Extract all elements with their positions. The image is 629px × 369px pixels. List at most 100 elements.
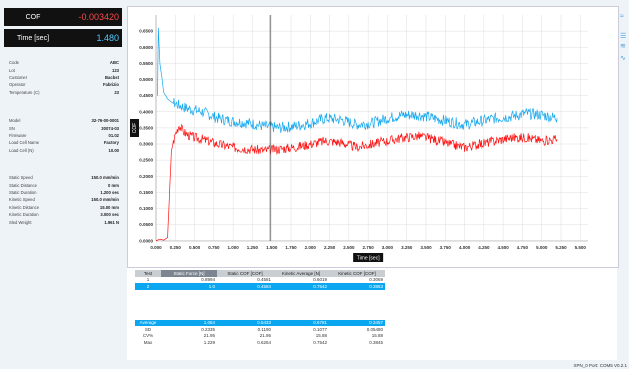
info-row: Kinetic Duration 3.000 sec	[9, 211, 119, 218]
table-spacer	[135, 290, 385, 300]
y-axis-label: COF	[132, 123, 138, 134]
table-cell: 21.95	[203, 333, 215, 339]
table-row[interactable]: 2 1.0 0.4584 0.7542 0.3853	[135, 283, 385, 290]
x-tick-label: 4.750	[517, 245, 529, 250]
y-tick-label: 0.3000	[139, 142, 153, 147]
info-row: Temperature (C) 23	[9, 89, 119, 96]
table-cell: 0.05480	[366, 326, 383, 332]
table-cell: 0.7542	[273, 283, 329, 290]
cof-readout: COF -0.003420	[4, 8, 122, 26]
table-row[interactable]: 1 0.8994 0.4581 0.6019 0.3069	[135, 277, 385, 284]
x-tick-label: 2.250	[324, 245, 336, 250]
info-value: 23	[114, 89, 119, 95]
info-key: Static Speed	[9, 175, 33, 181]
info-row: Code ABC	[9, 59, 119, 66]
x-tick-label: 4.250	[478, 245, 490, 250]
y-tick-label: 0.5000	[139, 77, 153, 82]
cof-value: -0.003420	[78, 12, 119, 22]
info-row: Static Distance 0 mm	[9, 181, 119, 188]
y-tick-label: 0.2000	[139, 174, 153, 179]
x-tick-label: 0.500	[189, 245, 201, 250]
info-key: Lot	[9, 67, 15, 73]
x-tick-label: 2.500	[343, 245, 355, 250]
x-tick-label: 3.000	[382, 245, 394, 250]
y-tick-label: 0.6500	[139, 29, 153, 34]
table-cell: 0.6264	[257, 339, 271, 345]
x-tick-label: 5.250	[555, 245, 567, 250]
header-test[interactable]: Test	[135, 270, 161, 277]
table-cell: 0.3457	[329, 319, 385, 326]
table-cell: CV%	[142, 333, 154, 339]
cof-chart[interactable]: 0.6500 0.6000 0.5500 0.5000 0.4500 0.4000 0.35…	[127, 6, 619, 268]
x-tick-label: 1.250	[247, 245, 259, 250]
table-cell: 0.1077	[313, 326, 327, 332]
save-chart-icon[interactable]: ☰	[620, 33, 627, 40]
wave-icon[interactable]: ≋	[620, 43, 626, 50]
x-tick-label: 3.250	[401, 245, 413, 250]
table-header-row: Test Static Force [N] Static COF [COF] K…	[135, 270, 385, 277]
info-key: Kinetic Speed	[9, 197, 35, 203]
test-parameters: Static Speed 150.0 mm/min Static Distance 0…	[9, 174, 119, 226]
info-key: Firmware	[9, 132, 27, 138]
table-cell: 1	[146, 277, 150, 283]
y-tick-label: 0.1500	[139, 190, 153, 195]
info-row: Static Duration 1.200 sec	[9, 189, 119, 196]
x-tick-label: 0.250	[170, 245, 182, 250]
info-value: ABC	[109, 60, 119, 66]
x-tick-label: 1.500	[266, 245, 278, 250]
table-cell: 0.4584	[217, 283, 273, 290]
table-row[interactable]: Average 1.064 0.5433 0.6781 0.3457	[135, 319, 385, 326]
info-row: Firmware 01.02	[9, 132, 119, 139]
info-key: Kinetic Duration	[9, 212, 39, 218]
info-value: 32-76-00-0001	[91, 118, 119, 124]
info-value: 1.961 N	[104, 219, 119, 225]
info-key: Kinetic Distance	[9, 204, 40, 210]
series-1-line	[155, 123, 558, 242]
table-cell: 0.7542	[313, 339, 327, 345]
info-row: Operator Fabrizio	[9, 81, 119, 88]
table-cell: Max	[143, 339, 153, 345]
info-row: SN 30074-03	[9, 124, 119, 131]
cof-label: COF	[25, 13, 41, 21]
table-cell: 0.4581	[257, 277, 271, 283]
x-tick-label: 3.750	[440, 245, 452, 250]
info-key: SN	[9, 125, 15, 131]
info-row: Lot 123	[9, 66, 119, 73]
table-cell: 0.5433	[217, 319, 273, 326]
status-bar: XPN_0 Port: COM5 V0.2.1	[573, 363, 627, 368]
table-cell: 0.3069	[369, 277, 383, 283]
header-static-cof[interactable]: Static COF [COF]	[217, 270, 273, 277]
x-tick-label: 5.000	[536, 245, 548, 250]
table-cell: Average	[135, 319, 161, 326]
table-cell: 0.8994	[201, 277, 215, 283]
info-key: Code	[9, 60, 20, 66]
table-row[interactable]: Max 1.229 0.6264 0.7542 0.3845	[135, 339, 385, 346]
results-table: Test Static Force [N] Static COF [COF] K…	[135, 270, 385, 346]
x-axis-label-box	[353, 253, 384, 262]
x-tick-label: 3.500	[420, 245, 432, 250]
settings-icon[interactable]: ∿	[620, 55, 626, 62]
info-value: Factory	[103, 140, 119, 146]
info-key: Model	[9, 118, 21, 124]
info-row: Load Cell Name Factory	[9, 139, 119, 146]
y-tick-label: 0.0500	[139, 222, 153, 227]
y-tick-label: 0.0000	[139, 238, 153, 243]
y-tick-label: 0.3500	[139, 125, 153, 130]
header-static-force[interactable]: Static Force [N]	[161, 270, 217, 277]
table-row[interactable]: SD 0.2335 0.1190 0.1077 0.05480	[135, 326, 385, 333]
info-key: Load Cell Name	[9, 140, 40, 146]
table-cell: 15.88	[371, 333, 383, 339]
time-label: Time [sec]	[16, 34, 50, 42]
export-icon[interactable]: ≈	[620, 13, 624, 20]
table-row[interactable]: CV% 21.95 21.95 15.88 15.88	[135, 333, 385, 340]
info-key: Static Duration	[9, 189, 37, 195]
header-kinetic-average[interactable]: Kinetic Average [N]	[273, 270, 329, 277]
table-cell: 0.3845	[369, 339, 383, 345]
left-panel: COF -0.003420 Time [sec] 1.480 Code ABC Lo…	[4, 4, 122, 360]
info-key: Sled Weight	[9, 219, 32, 225]
y-tick-label: 0.4500	[139, 93, 153, 98]
info-value: 150.0 mm/min	[91, 197, 119, 203]
info-key: Static Distance	[9, 182, 37, 188]
header-kinetic-cof[interactable]: Kinetic COF [COF]	[329, 270, 385, 277]
